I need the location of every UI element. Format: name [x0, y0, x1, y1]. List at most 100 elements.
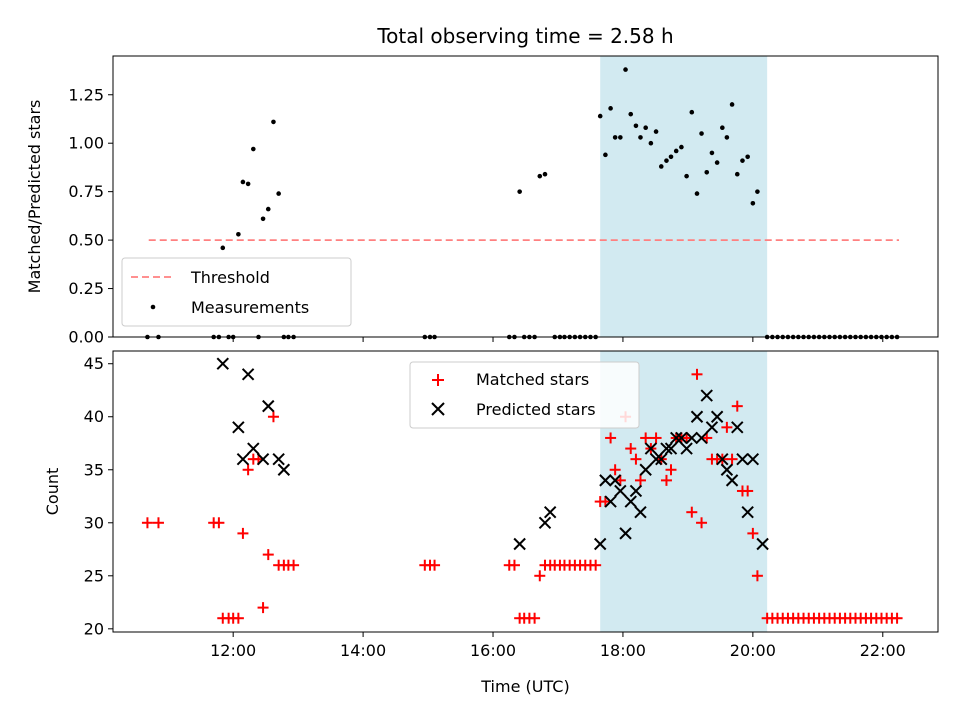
predicted-star-point	[710, 410, 724, 423]
legend-measurements-label: Measurements	[191, 298, 309, 317]
measurement-point	[679, 144, 684, 150]
predicted-star-point	[262, 399, 275, 413]
legend-matched-swatch	[432, 374, 444, 386]
count-y-tick-label: 20	[84, 619, 104, 638]
predicted-star-point	[725, 474, 739, 487]
count-axes-frame	[112, 350, 939, 633]
measurement-point	[643, 125, 648, 131]
measurement-point	[608, 106, 613, 111]
predicted-star-point	[232, 421, 245, 434]
x-tick-label: 14:00	[340, 641, 386, 660]
predicted-star-point	[241, 368, 255, 381]
measurement-point	[714, 160, 720, 165]
predicted-star-point	[629, 484, 643, 498]
predicted-star-point	[664, 442, 678, 455]
matched-star-point	[696, 517, 708, 529]
predicted-star-point	[716, 452, 729, 466]
measurement-point	[240, 179, 246, 185]
measurement-point	[720, 125, 725, 131]
matched-star-point	[242, 464, 254, 476]
matched-star-point	[665, 464, 677, 476]
matched-star-point	[731, 400, 743, 412]
measurement-point	[668, 154, 674, 160]
measurement-point	[276, 191, 281, 196]
matched-star-point	[691, 368, 703, 380]
measurement-point	[734, 171, 740, 177]
matched-star-point	[429, 559, 441, 571]
legend-matched-label: Matched stars	[476, 370, 589, 389]
ratio-y-ticks: 0.00 0.25 0.50 0.75 1.00 1.25	[68, 85, 113, 347]
ratio-panel: 0.00 0.25 0.50 0.75 1.00 1.25 Total observing…	[25, 24, 939, 347]
matched-star-point	[625, 443, 637, 455]
predicted-star-point	[680, 442, 693, 455]
chart-title: Total observing time = 2.58 h	[376, 24, 673, 48]
matched-star-point	[237, 527, 249, 539]
matched-star-point	[650, 432, 662, 444]
measurement-point	[245, 181, 251, 187]
matched-star-point	[599, 496, 611, 508]
measurement-point	[653, 129, 659, 134]
predicted-star-point	[619, 527, 632, 540]
x-tick-label: 12:00	[210, 641, 256, 660]
measurement-point	[633, 123, 639, 129]
legend-threshold-label: Threshold	[190, 268, 270, 287]
matched-stars-points	[141, 368, 903, 624]
predicted-stars-points	[216, 357, 769, 551]
measurement-point	[517, 189, 522, 194]
measurement-point	[628, 111, 634, 117]
ratio-legend: Threshold Measurements	[121, 257, 352, 327]
count-y-tick-label: 40	[84, 407, 104, 426]
predicted-star-point	[685, 431, 699, 445]
legend-predicted-swatch	[431, 402, 445, 416]
predicted-star-point	[756, 537, 769, 551]
measurement-point	[612, 135, 618, 140]
matched-star-point	[686, 506, 698, 518]
measurement-point	[729, 102, 735, 107]
predicted-star-point	[604, 495, 617, 508]
observing-window-shade	[600, 56, 768, 337]
measurement-point	[689, 109, 695, 115]
matched-star-point	[152, 517, 164, 529]
matched-star-point	[262, 549, 274, 561]
predicted-star-point	[741, 505, 754, 519]
measurement-point	[709, 150, 715, 156]
matched-star-point	[891, 612, 903, 624]
measurement-point	[537, 173, 543, 179]
matched-star-point	[630, 453, 642, 465]
measurement-point	[740, 158, 745, 163]
count-y-tick-label: 35	[84, 460, 104, 479]
matched-star-point	[257, 602, 269, 614]
measurement-point	[648, 140, 654, 146]
x-tick-label: 22:00	[860, 641, 906, 660]
measurement-point	[236, 231, 241, 237]
measurement-point	[603, 152, 608, 158]
x-axis-label: Time (UTC)	[480, 677, 569, 696]
matched-star-point	[605, 432, 617, 444]
matched-star-point	[609, 464, 621, 476]
matched-star-point	[267, 411, 279, 423]
measurement-point	[618, 135, 623, 140]
measurement-point	[260, 216, 266, 222]
predicted-star-point	[731, 421, 744, 434]
predicted-star-point	[599, 474, 612, 487]
predicted-star-point	[675, 431, 688, 445]
matched-star-point	[529, 612, 541, 624]
predicted-star-point	[670, 431, 683, 445]
ratio-legend-box	[121, 257, 352, 327]
predicted-star-point	[700, 389, 713, 402]
predicted-star-point	[593, 537, 607, 551]
measurement-point	[251, 146, 256, 152]
measurement-point	[699, 131, 704, 136]
count-y-tick-label: 30	[84, 513, 104, 532]
legend-measurements-swatch	[150, 304, 156, 310]
ratio-y-tick-label: 0.50	[68, 231, 104, 250]
ratio-y-tick-label: 1.00	[68, 134, 104, 153]
matched-star-point	[232, 612, 244, 624]
matched-star-point	[701, 432, 713, 444]
predicted-star-point	[256, 452, 270, 466]
predicted-star-point	[690, 410, 704, 423]
predicted-star-point	[614, 484, 627, 498]
matched-star-point	[634, 474, 646, 486]
matched-star-point	[721, 421, 733, 433]
